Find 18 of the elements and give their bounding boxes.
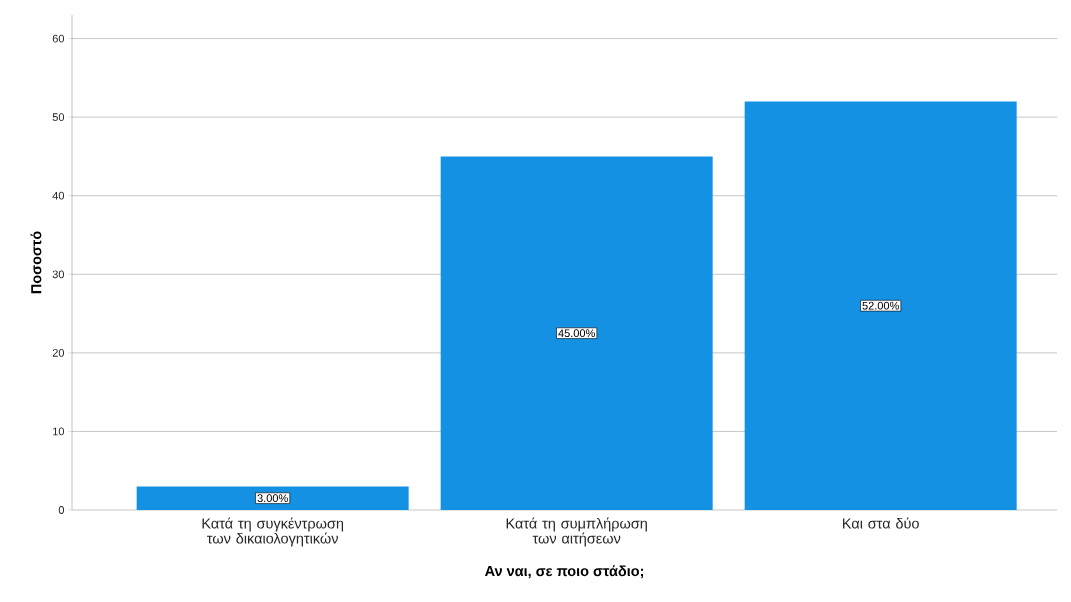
data-label: 3.00% <box>257 494 288 503</box>
data-label: 45.00% <box>558 329 595 338</box>
y-tick-label: 40 <box>52 191 65 200</box>
x-tick-label: Κατά τη συγκέντρωση των δικαιολογητικών <box>202 517 344 547</box>
x-tick-label: Κατά τη συμπλήρωση των αιτήσεων <box>506 517 647 547</box>
x-axis-title: Αν ναι, σε ποιο στάδιο; <box>484 565 644 579</box>
data-label: 52.00% <box>862 301 899 310</box>
y-tick-label: 20 <box>52 348 65 357</box>
y-axis-title: Ποσοστό <box>30 231 42 294</box>
bar <box>136 486 409 510</box>
x-tick-label: Και στα δύο <box>843 517 919 529</box>
y-tick-label: 30 <box>52 270 65 279</box>
y-tick-label: 50 <box>52 113 65 122</box>
bar <box>744 101 1017 510</box>
bar <box>440 156 713 510</box>
y-tick-label: 10 <box>53 427 65 436</box>
y-tick-label: 60 <box>52 34 65 43</box>
y-tick-label: 0 <box>58 506 65 514</box>
